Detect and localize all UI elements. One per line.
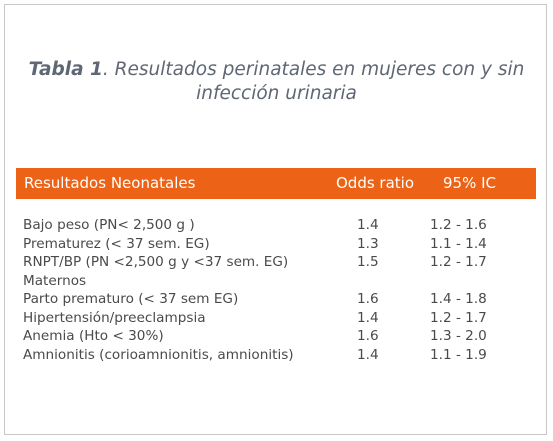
row-label: Maternos bbox=[23, 272, 87, 289]
header-results: Resultados Neonatales bbox=[24, 174, 196, 192]
row-label: Amnionitis (corioamnionitis, amnionitis) bbox=[23, 346, 294, 363]
row-ic: 1.2 - 1.7 bbox=[430, 309, 487, 326]
header-ic: 95% IC bbox=[443, 174, 497, 192]
row-odds-ratio: 1.5 bbox=[357, 254, 379, 270]
table-row: Parto prematuro (< 37 sem EG) 1.6 1.4 - … bbox=[0, 290, 553, 309]
table-body: Bajo peso (PN< 2,500 g ) 1.4 1.2 - 1.6 P… bbox=[0, 216, 553, 364]
row-odds-ratio: 1.6 bbox=[357, 291, 379, 307]
table-row: Prematurez (< 37 sem. EG) 1.3 1.1 - 1.4 bbox=[0, 235, 553, 254]
row-ic: 1.4 - 1.8 bbox=[430, 291, 487, 307]
row-odds-ratio: 1.4 bbox=[357, 309, 379, 326]
caption-line-2: infección urinaria bbox=[196, 83, 357, 104]
row-ic: 1.3 - 2.0 bbox=[430, 328, 487, 344]
row-odds-ratio: 1.4 bbox=[357, 217, 379, 233]
table-caption: Tabla 1. Resultados perinatales en mujer… bbox=[0, 58, 553, 106]
header-odds-ratio: Odds ratio bbox=[336, 174, 415, 192]
row-label: Bajo peso (PN< 2,500 g ) bbox=[23, 217, 195, 233]
row-odds-ratio: 1.3 bbox=[357, 235, 379, 252]
caption-prefix: Tabla 1 bbox=[28, 59, 103, 80]
caption-line-1: Tabla 1. Resultados perinatales en mujer… bbox=[0, 58, 553, 82]
row-odds-ratio: 1.6 bbox=[357, 328, 379, 344]
row-ic: 1.1 - 1.4 bbox=[430, 235, 487, 252]
row-label: RNPT/BP (PN <2,500 g y <37 sem. EG) bbox=[23, 254, 289, 270]
row-label: Parto prematuro (< 37 sem EG) bbox=[23, 291, 239, 307]
table-row: RNPT/BP (PN <2,500 g y <37 sem. EG) 1.5 … bbox=[0, 253, 553, 272]
table-row: Anemia (Hto < 30%) 1.6 1.3 - 2.0 bbox=[0, 327, 553, 346]
row-label: Anemia (Hto < 30%) bbox=[23, 328, 164, 344]
row-ic: 1.2 - 1.7 bbox=[430, 254, 487, 270]
row-odds-ratio: 1.4 bbox=[357, 346, 379, 363]
table-row: Bajo peso (PN< 2,500 g ) 1.4 1.2 - 1.6 bbox=[0, 216, 553, 235]
row-ic: 1.2 - 1.6 bbox=[430, 217, 487, 233]
table-header: Resultados Neonatales Odds ratio 95% IC bbox=[16, 168, 536, 199]
caption-title: . Resultados perinatales en mujeres con … bbox=[102, 59, 525, 80]
table-frame bbox=[4, 4, 547, 435]
row-label: Prematurez (< 37 sem. EG) bbox=[23, 235, 210, 252]
section-label-maternos: Maternos bbox=[0, 272, 553, 291]
row-label: Hipertensión/preeclampsia bbox=[23, 309, 206, 326]
table-row: Amnionitis (corioamnionitis, amnionitis)… bbox=[0, 346, 553, 365]
row-ic: 1.1 - 1.9 bbox=[430, 346, 487, 363]
table-row: Hipertensión/preeclampsia 1.4 1.2 - 1.7 bbox=[0, 309, 553, 328]
